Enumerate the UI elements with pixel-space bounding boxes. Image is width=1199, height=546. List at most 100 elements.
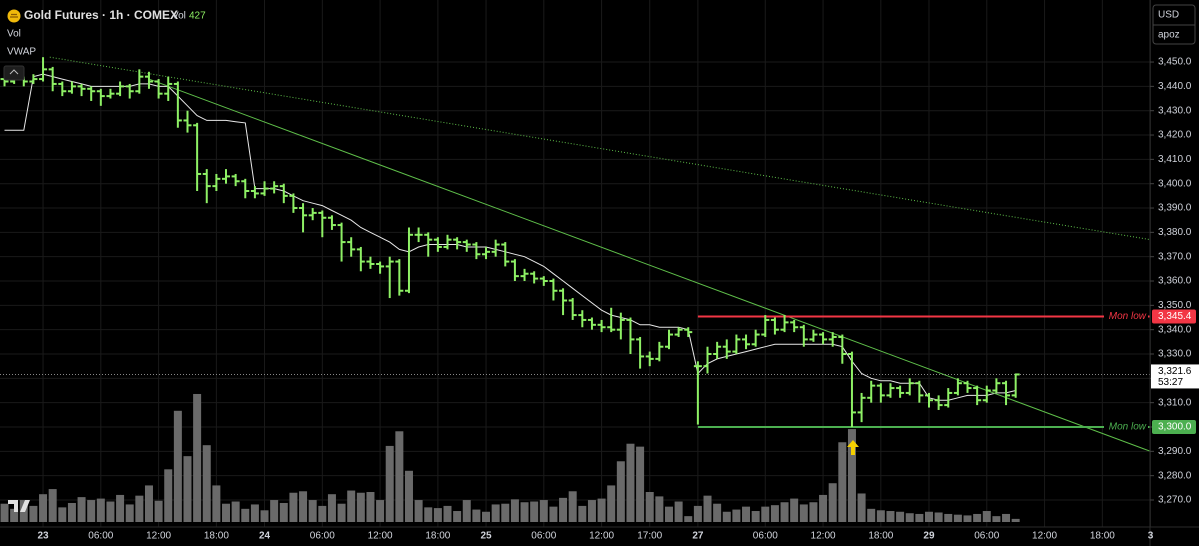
level-name-bg: [1104, 421, 1148, 434]
volume-bar: [568, 491, 577, 522]
volume-bar: [510, 499, 519, 522]
x-tick-label: 18:00: [425, 531, 450, 542]
volume-bar: [520, 502, 529, 522]
grid: [0, 0, 1151, 527]
volume-bar: [67, 502, 76, 522]
volume-bar: [587, 500, 596, 522]
y-tick-label: 3,380.0: [1158, 227, 1192, 238]
x-tick-label: 12:00: [589, 531, 614, 542]
level-label-box: [1152, 420, 1196, 435]
x-tick-label: 06:00: [753, 531, 778, 542]
volume-bar: [819, 494, 828, 522]
volume-bar: [39, 494, 48, 522]
level-name: Mon low: [1109, 422, 1147, 433]
volume-bar: [973, 513, 982, 522]
currency[interactable]: USD: [1158, 10, 1179, 21]
volume-bar: [482, 511, 491, 522]
volume-bar: [578, 505, 587, 522]
volume-bar: [693, 505, 702, 522]
volume-bar: [915, 513, 924, 522]
volume-bar: [193, 393, 202, 522]
volume-bar: [385, 445, 394, 522]
volume-bar: [453, 511, 462, 522]
volume-bar: [366, 492, 375, 522]
x-tick-label: 27: [692, 531, 704, 542]
volume-bar: [77, 497, 86, 522]
volume-bar: [260, 510, 269, 522]
volume-bar: [356, 492, 365, 522]
volume-bar: [645, 492, 654, 522]
y-tick-label: 3,340.0: [1158, 324, 1192, 335]
volume-bar: [963, 515, 972, 522]
volume-bar: [992, 516, 1001, 522]
x-tick-label: 18:00: [868, 531, 893, 542]
volume-bar: [414, 500, 423, 522]
volume-bar: [318, 505, 327, 522]
volume-bar: [1011, 518, 1020, 522]
volume-bar: [347, 490, 356, 522]
volume-bar: [173, 410, 182, 522]
y-tick-label: 3,420.0: [1158, 130, 1192, 141]
volume-bar: [58, 507, 67, 522]
volume-bar: [289, 492, 298, 522]
volume-bar: [790, 498, 799, 522]
volume-bar: [597, 498, 606, 522]
trendline: [148, 78, 1151, 452]
volume-bar: [212, 485, 221, 522]
volume-bar: [125, 504, 134, 522]
x-tick-label: 25: [480, 531, 492, 542]
y-tick-label: 3,390.0: [1158, 203, 1192, 214]
volume-bar: [876, 510, 885, 522]
collapse-icon: [9, 69, 19, 75]
level-name: Mon low: [1109, 311, 1147, 322]
volume-bar: [655, 496, 664, 522]
volume-bar: [395, 431, 404, 522]
volume-bar: [847, 429, 856, 522]
x-tick-label: 29: [923, 531, 935, 542]
y-tick-label: 3,360.0: [1158, 276, 1192, 287]
volume-bar: [636, 446, 645, 522]
volume-bar: [462, 500, 471, 522]
volume-bar: [279, 502, 288, 522]
volume-bar: [559, 497, 568, 522]
price-label-box: [1151, 364, 1199, 389]
indicator-label[interactable]: VWAP: [7, 47, 36, 58]
user[interactable]: apoz: [1158, 30, 1180, 41]
drawings: Mon low Mon low: [0, 56, 1151, 452]
x-tick-label: 12:00: [811, 531, 836, 542]
volume-bar: [664, 506, 673, 522]
volume-bar: [443, 505, 452, 522]
volume-bar: [549, 506, 558, 522]
volume-bar: [337, 503, 346, 522]
volume-bar: [501, 503, 510, 522]
x-tick-label: 18:00: [204, 531, 229, 542]
volume-bar: [0, 503, 9, 522]
volume-bar: [10, 508, 19, 522]
countdown: 53:27: [1158, 377, 1183, 388]
indicator-label[interactable]: Vol: [7, 29, 21, 40]
level-name-bg: [1104, 310, 1148, 323]
x-tick-label: 06:00: [310, 531, 335, 542]
y-tick-label: 3,370.0: [1158, 251, 1192, 262]
collapse-button[interactable]: [3, 65, 25, 81]
volume-bar: [308, 500, 317, 522]
x-tick-label: 12:00: [146, 531, 171, 542]
y-tick-label: 3,430.0: [1158, 105, 1192, 116]
y-tick-label: 3,270.0: [1158, 495, 1192, 506]
y-tick-label: 3,350.0: [1158, 300, 1192, 311]
volume-bar: [250, 504, 259, 522]
volume-bar: [530, 501, 539, 522]
x-tick-label: 06:00: [531, 531, 556, 542]
volume-bar: [270, 500, 279, 522]
y-tick-label: 3,290.0: [1158, 446, 1192, 457]
symbol-title[interactable]: Gold Futures · 1h · COMEX: [24, 8, 178, 22]
volume-bar: [116, 494, 125, 522]
x-tick-label: 17:00: [637, 531, 662, 542]
level-label: 3,345.4: [1158, 311, 1192, 322]
volume-bar: [327, 494, 336, 522]
volume-bar: [780, 502, 789, 522]
x-tick-label: 18:00: [1090, 531, 1115, 542]
volume-bar: [703, 495, 712, 522]
